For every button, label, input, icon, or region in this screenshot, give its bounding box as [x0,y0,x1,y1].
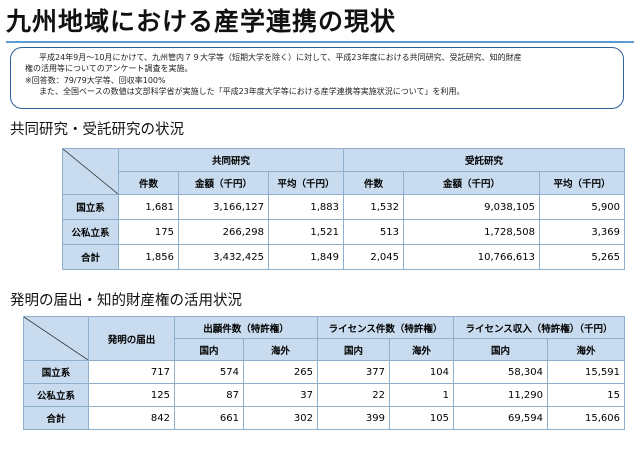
table-cell: 15,606 [547,406,626,430]
row-label-total: 合計 [23,406,89,430]
header-contract-research: 受託研究 [343,148,625,172]
table-cell: 125 [88,383,175,407]
subheader-amount: 金額（千円） [178,171,269,195]
table-cell: 5,265 [539,244,625,270]
survey-note-box: 平成24年9月～10月にかけて、九州管内７９大学等（短期大学を除く）に対して、平… [10,47,624,109]
subheader-domestic: 国内 [174,338,244,361]
table-cell: 11,290 [453,383,549,407]
table-cell: 717 [88,360,175,384]
header-invention-disclosure: 発明の届出 [88,316,175,361]
corner-cell [62,148,119,195]
subheader-domestic: 国内 [453,338,549,361]
table-row: 公私立系 125 87 37 22 1 11,290 15 [23,383,626,407]
note-line-1: 平成24年9月～10月にかけて、九州管内７９大学等（短期大学を除く）に対して、平… [39,53,522,62]
table-cell: 513 [343,219,404,245]
table-cell: 1,849 [268,244,344,270]
table-cell: 265 [242,360,319,384]
table-cell: 842 [88,406,175,430]
ip-table: 発明の届出 出願件数（特許権） ライセンス件数（特許権） ライセンス収入（特許権… [23,316,626,430]
table-cell: 105 [389,406,455,430]
table-cell: 1,681 [118,194,179,220]
research-table: 共同研究 受託研究 件数 金額（千円） 平均（千円） 件数 金額（千円） 平均（… [62,148,625,270]
subheader-domestic: 国内 [317,338,391,361]
table-cell: 1,883 [268,194,344,220]
subheader-amount: 金額（千円） [403,171,540,195]
header-patent-applications: 出願件数（特許権） [173,316,319,339]
table-cell: 574 [174,360,244,384]
subheader-average: 平均（千円） [539,171,625,195]
note-line-3: ※回答数：79/79大学等、回収率100% [25,75,166,85]
subheader-overseas: 海外 [389,338,455,361]
table-cell: 3,166,127 [178,194,269,220]
table-cell: 37 [242,383,319,407]
subheader-average: 平均（千円） [268,171,344,195]
table-cell: 3,432,425 [178,244,269,270]
table-row: 国立系 717 574 265 377 104 58,304 15,591 [23,360,626,384]
table-row: 合計 1,856 3,432,425 1,849 2,045 10,766,61… [62,244,625,270]
header-joint-research: 共同研究 [118,148,344,172]
note-line-4: また、全国ベースの数値は文部科学省が実施した「平成23年度大学等における産学連携… [39,86,465,96]
table-cell: 10,766,613 [403,244,540,270]
table-cell: 5,900 [539,194,625,220]
row-label-public-private: 公私立系 [62,219,119,245]
table-cell: 661 [174,406,244,430]
section-title-research: 共同研究・受託研究の状況 [10,122,184,138]
table-cell: 3,369 [539,219,625,245]
table-cell: 58,304 [453,360,549,384]
table-cell: 9,038,105 [403,194,540,220]
table-cell: 302 [242,406,319,430]
row-label-public-private: 公私立系 [23,383,89,407]
table-cell: 1,521 [268,219,344,245]
section-title-inventions: 発明の届出・知的財産権の活用状況 [10,293,242,309]
table-cell: 399 [317,406,391,430]
subheader-count: 件数 [118,171,179,195]
table-cell: 104 [389,360,455,384]
table-cell: 22 [317,383,391,407]
table-cell: 1,728,508 [403,219,540,245]
table-cell: 2,045 [343,244,404,270]
table-cell: 1,532 [343,194,404,220]
table-cell: 266,298 [178,219,269,245]
table-row: 国立系 1,681 3,166,127 1,883 1,532 9,038,10… [62,194,625,220]
table-cell: 1,856 [118,244,179,270]
table-cell: 69,594 [453,406,549,430]
table-cell: 15,591 [547,360,626,384]
header-license-count: ライセンス件数（特許権） [317,316,455,339]
note-line-2: 権の活用等についてのアンケート調査を実施。 [25,64,193,74]
table-cell: 175 [118,219,179,245]
row-label-national: 国立系 [23,360,89,384]
header-license-income: ライセンス収入（特許権）（千円） [453,316,626,339]
table-cell: 15 [547,383,626,407]
corner-cell [23,316,89,361]
table-cell: 1 [389,383,455,407]
subheader-overseas: 海外 [242,338,319,361]
page-title: 九州地域における産学連携の現状 [6,7,397,36]
row-label-national: 国立系 [62,194,119,220]
table-row: 公私立系 175 266,298 1,521 513 1,728,508 3,3… [62,219,625,245]
subheader-count: 件数 [343,171,404,195]
row-label-total: 合計 [62,244,119,270]
table-cell: 87 [174,383,244,407]
subheader-overseas: 海外 [547,338,626,361]
table-row: 合計 842 661 302 399 105 69,594 15,606 [23,406,626,430]
table-cell: 377 [317,360,391,384]
title-underline [6,41,634,43]
